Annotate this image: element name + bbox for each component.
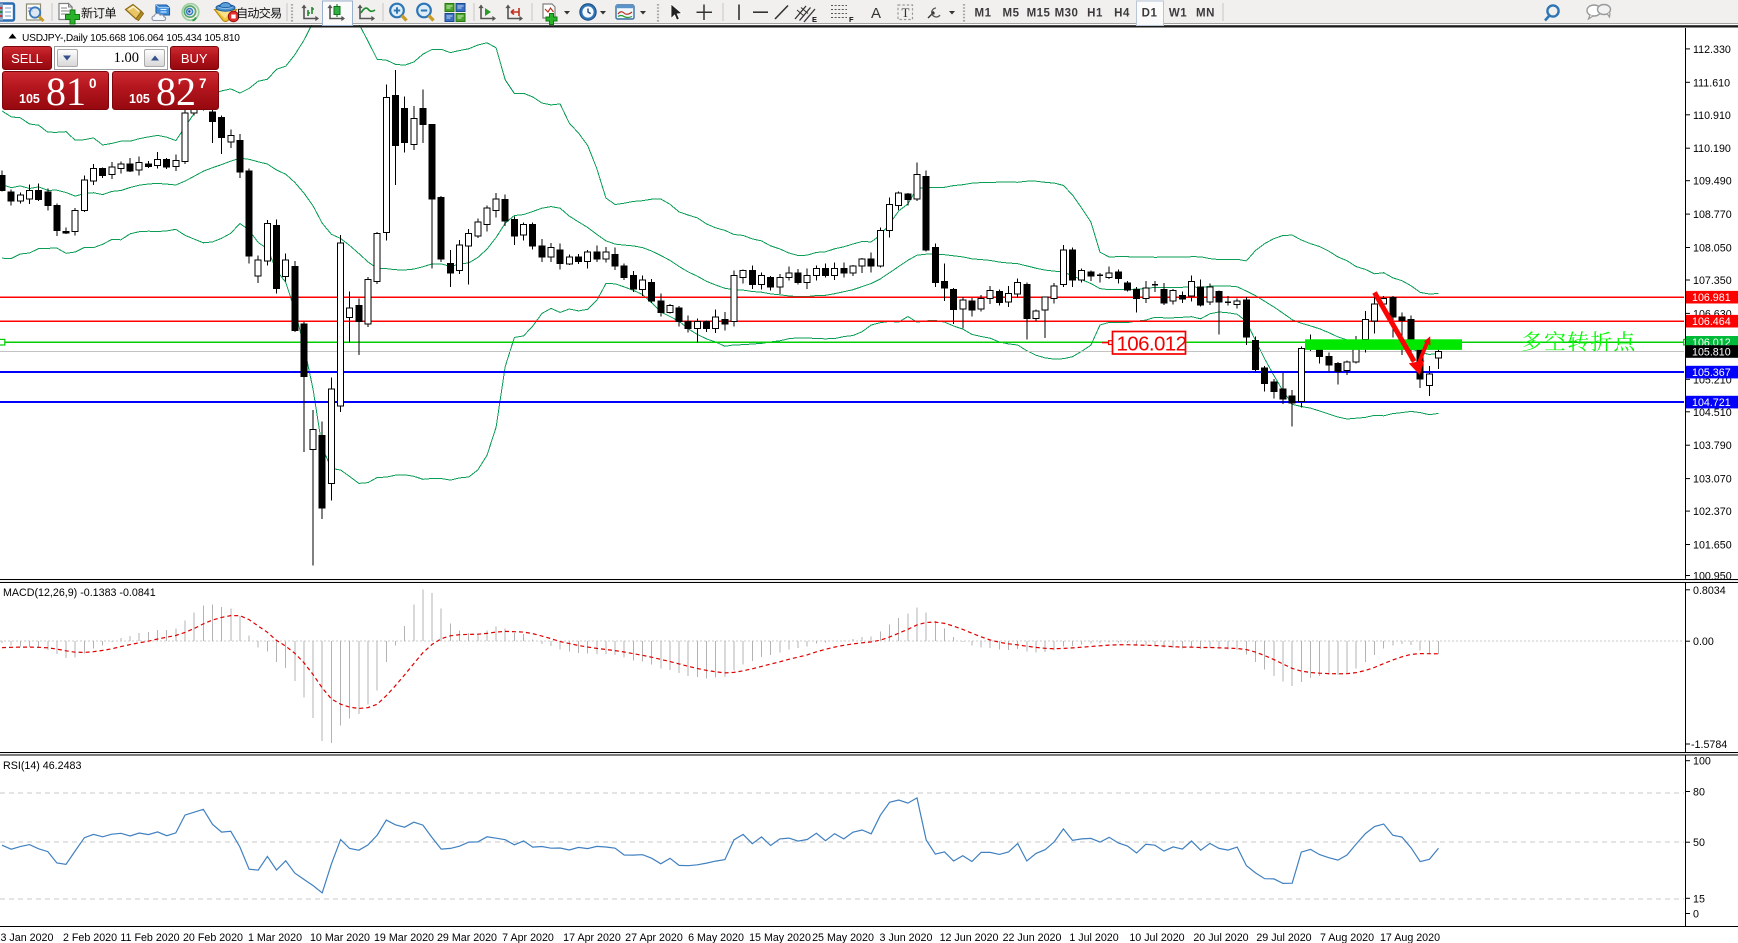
svg-text:10 Jul 2020: 10 Jul 2020 [1129, 932, 1184, 943]
svg-text:7 Aug 2020: 7 Aug 2020 [1320, 932, 1374, 943]
svg-text:USDJPY-,Daily 105.668 106.064: USDJPY-,Daily 105.668 106.064 105.434 10… [22, 33, 240, 44]
svg-text:MACD(12,26,9) -0.1383 -0.0841: MACD(12,26,9) -0.1383 -0.0841 [3, 587, 156, 599]
svg-text:112.330: 112.330 [1693, 44, 1731, 56]
svg-text:101.650: 101.650 [1693, 540, 1732, 552]
svg-text:100: 100 [1693, 756, 1711, 768]
svg-text:109.490: 109.490 [1693, 176, 1732, 188]
svg-text:RSI(14) 46.2483: RSI(14) 46.2483 [3, 760, 81, 772]
svg-text:108.050: 108.050 [1693, 243, 1732, 255]
svg-text:7 Apr 2020: 7 Apr 2020 [502, 932, 554, 943]
svg-text:17 Apr 2020: 17 Apr 2020 [563, 932, 621, 943]
svg-text:27 Apr 2020: 27 Apr 2020 [625, 932, 683, 943]
svg-text:102.370: 102.370 [1693, 506, 1732, 518]
svg-text:1 Jul 2020: 1 Jul 2020 [1069, 932, 1118, 943]
svg-text:20 Jul 2020: 20 Jul 2020 [1193, 932, 1248, 943]
svg-text:H4: H4 [1114, 8, 1130, 20]
svg-text:107.350: 107.350 [1693, 275, 1732, 287]
svg-text:20 Feb 2020: 20 Feb 2020 [183, 932, 243, 943]
svg-text:0.8034: 0.8034 [1693, 585, 1726, 597]
svg-text:22 Jun 2020: 22 Jun 2020 [1003, 932, 1062, 943]
svg-text:E: E [812, 15, 817, 24]
svg-text:M30: M30 [1055, 8, 1079, 20]
svg-text:H1: H1 [1087, 8, 1103, 20]
svg-text:M15: M15 [1027, 8, 1051, 20]
svg-text:111.610: 111.610 [1693, 77, 1730, 89]
svg-text:11 Feb 2020: 11 Feb 2020 [120, 932, 179, 943]
svg-text:106.464: 106.464 [1692, 316, 1731, 328]
svg-text:108.770: 108.770 [1693, 209, 1732, 221]
svg-text:105.810: 105.810 [1692, 346, 1731, 358]
svg-text:103.070: 103.070 [1693, 474, 1732, 486]
svg-text:29 Jul 2020: 29 Jul 2020 [1256, 932, 1311, 943]
svg-text:T: T [902, 5, 910, 20]
svg-text:104.510: 104.510 [1693, 407, 1732, 419]
svg-text:0: 0 [1693, 909, 1699, 921]
svg-text:F: F [849, 15, 854, 24]
svg-text:-1.5784: -1.5784 [1691, 739, 1727, 751]
svg-text:105.367: 105.367 [1692, 367, 1731, 379]
svg-text:106.012: 106.012 [1117, 333, 1187, 356]
svg-text:M5: M5 [1003, 8, 1020, 20]
svg-text:19 Mar 2020: 19 Mar 2020 [374, 932, 434, 943]
svg-text:M1: M1 [975, 8, 992, 20]
svg-text:23 Jan 2020: 23 Jan 2020 [0, 932, 53, 943]
svg-text:15: 15 [1693, 893, 1705, 905]
svg-text:80: 80 [1693, 787, 1705, 799]
svg-text:10 Mar 2020: 10 Mar 2020 [310, 932, 370, 943]
svg-text:A: A [871, 5, 881, 22]
svg-text:1 Mar 2020: 1 Mar 2020 [248, 932, 302, 943]
svg-text:25 May 2020: 25 May 2020 [812, 932, 874, 943]
svg-text:50: 50 [1693, 837, 1705, 849]
svg-text:103.790: 103.790 [1693, 440, 1732, 452]
svg-text:D1: D1 [1142, 8, 1158, 20]
svg-text:106.981: 106.981 [1692, 292, 1731, 304]
svg-text:15 May 2020: 15 May 2020 [749, 932, 811, 943]
svg-text:17 Aug 2020: 17 Aug 2020 [1380, 932, 1440, 943]
svg-text:12 Jun 2020: 12 Jun 2020 [940, 932, 999, 943]
svg-text:W1: W1 [1169, 8, 1187, 20]
svg-text:2 Feb 2020: 2 Feb 2020 [63, 932, 117, 943]
svg-text:104.721: 104.721 [1692, 397, 1731, 409]
svg-text:3 Jun 2020: 3 Jun 2020 [880, 932, 933, 943]
svg-text:110.190: 110.190 [1693, 143, 1731, 155]
svg-text:110.910: 110.910 [1693, 110, 1731, 122]
svg-text:6 May 2020: 6 May 2020 [688, 932, 744, 943]
svg-text:29 Mar 2020: 29 Mar 2020 [437, 932, 497, 943]
svg-text:0.00: 0.00 [1693, 636, 1714, 648]
svg-text:MN: MN [1196, 8, 1215, 20]
